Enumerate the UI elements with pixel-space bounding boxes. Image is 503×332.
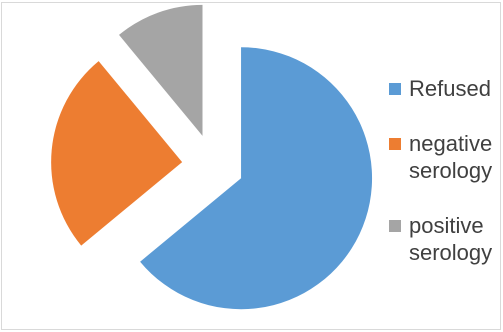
pie-chart [51, 4, 373, 310]
legend-swatch-positive-serology [389, 220, 401, 232]
pie-slice-positive-serology [119, 4, 203, 136]
legend-item-negative-serology: negative serology [386, 130, 502, 184]
legend-item-refused: Refused [386, 75, 502, 102]
legend: Refused negative serology positive serolog… [386, 75, 502, 266]
legend-swatch-negative-serology [389, 138, 401, 150]
pie-slice-refused [140, 47, 373, 310]
legend-label-refused: Refused [409, 76, 491, 101]
pie-slice-negative-serology [51, 61, 183, 246]
legend-label-negative-serology: negative serology [409, 131, 493, 183]
legend-swatch-refused [389, 83, 401, 95]
legend-label-positive-serology: positive serology [409, 213, 493, 265]
legend-item-positive-serology: positive serology [386, 212, 502, 266]
